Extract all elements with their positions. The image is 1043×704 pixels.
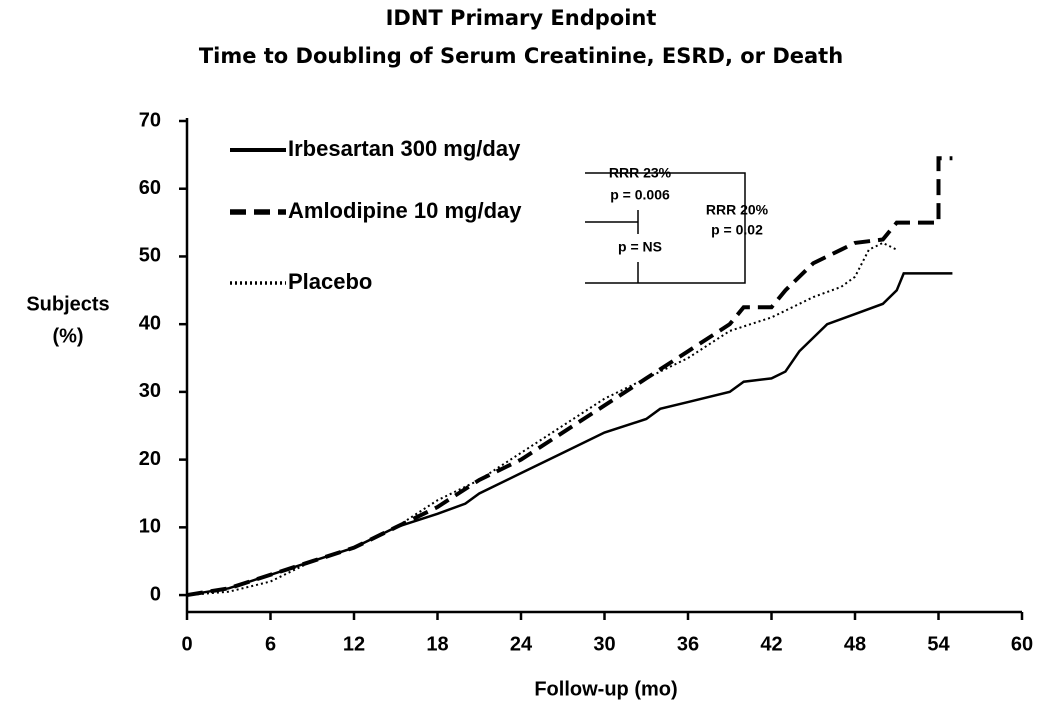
annotation: p = 0.006 — [610, 187, 670, 203]
annotation: RRR 20% — [706, 202, 769, 218]
annotation: p = NS — [618, 239, 662, 255]
legend-label: Amlodipine 10 mg/day — [288, 198, 522, 223]
series-line — [186, 272, 953, 597]
bracket — [585, 172, 746, 284]
y-tick-label: 30 — [139, 380, 161, 402]
chart-title: IDNT Primary Endpoint — [386, 6, 657, 30]
y-tick-label: 0 — [150, 583, 161, 605]
x-tick-label: 42 — [760, 633, 782, 655]
x-tick-label: 60 — [1011, 633, 1033, 655]
y-tick-label: 50 — [139, 245, 161, 267]
y-tick-label: 60 — [139, 177, 161, 199]
y-tick-label: 40 — [139, 312, 161, 334]
y-axis-label: Subjects — [26, 293, 109, 315]
y-tick-label: 70 — [139, 109, 161, 131]
annotation: RRR 23% — [609, 165, 672, 181]
x-tick-label: 18 — [426, 633, 448, 655]
x-tick-label: 6 — [265, 633, 276, 655]
brackets — [585, 172, 746, 284]
series-line — [186, 156, 953, 598]
y-tick-label: 20 — [139, 448, 161, 470]
x-tick-label: 48 — [844, 633, 866, 655]
annotation: p = 0.02 — [711, 222, 763, 238]
legend-label: Irbesartan 300 mg/day — [288, 136, 521, 161]
x-tick-label: 54 — [927, 633, 950, 655]
legend-label: Placebo — [288, 269, 372, 294]
series-line — [186, 241, 898, 597]
chart-subtitle: Time to Doubling of Serum Creatinine, ES… — [199, 44, 843, 68]
y-tick-label: 10 — [139, 516, 161, 538]
x-tick-label: 30 — [593, 633, 615, 655]
x-tick-label: 24 — [510, 633, 533, 655]
x-tick-label: 0 — [181, 633, 192, 655]
y-axis-label: (%) — [52, 325, 83, 347]
x-tick-label: 36 — [677, 633, 699, 655]
x-axis-label: Follow-up (mo) — [534, 678, 677, 700]
x-tick-label: 12 — [343, 633, 365, 655]
